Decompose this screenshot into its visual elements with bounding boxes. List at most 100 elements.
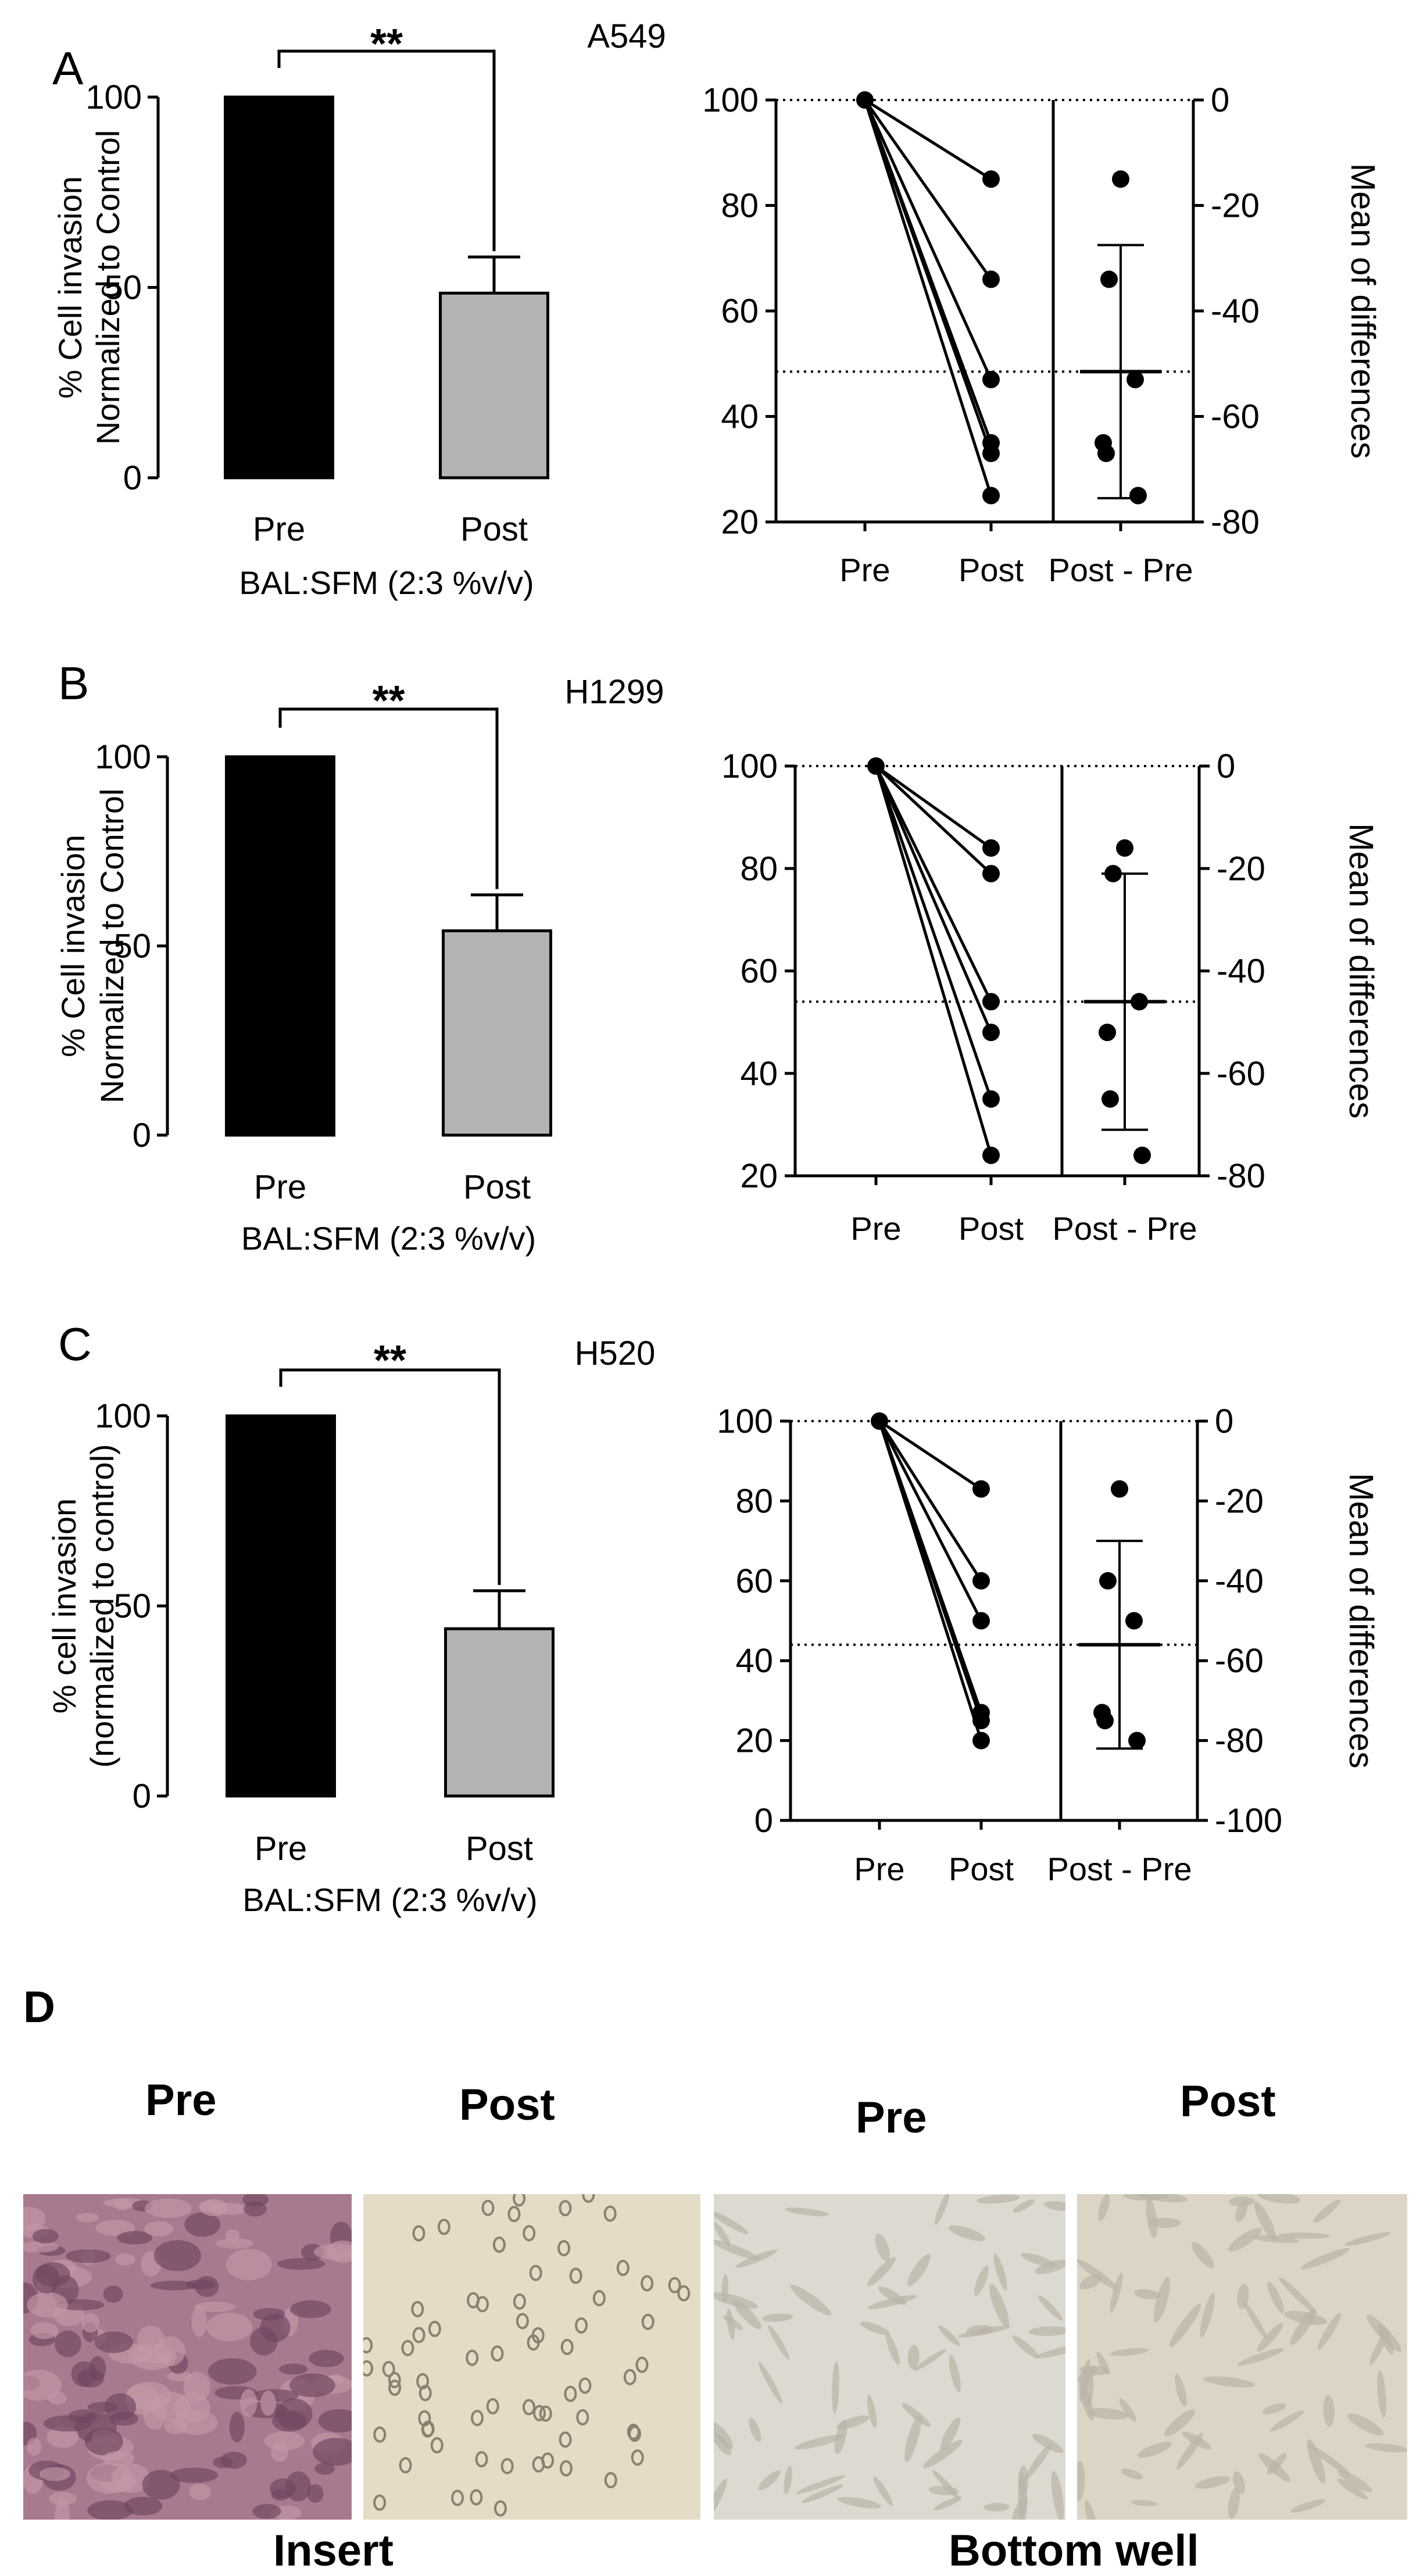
panel-b-bar-pre [225, 755, 335, 1137]
panel-a-paired-y2tick-label-2: -40 [1211, 292, 1260, 330]
panel-a-bar-post [439, 291, 549, 480]
panel-b-bar-post [442, 929, 552, 1137]
panel-b-bar-xtick-label-1: Post [463, 1168, 531, 1206]
panel-a-pair-line-4 [863, 99, 993, 454]
panel-b-bar-ytick-label-2: 100 [95, 738, 151, 776]
panel-c-post-point-2 [972, 1612, 990, 1630]
group-label-insert: Insert [273, 2526, 394, 2575]
panel-b-post-point-5 [982, 1146, 1000, 1164]
panel-a-paired-ytick-label-4: 100 [702, 81, 759, 119]
panel-c-bar-ylabel-1: (normalized to control) [84, 1444, 120, 1768]
panel-a-post-point-5 [982, 486, 1000, 505]
panel-b-paired-xtick-label-1: Post [959, 1210, 1024, 1247]
panel-c-diff-point-4 [1096, 1712, 1114, 1730]
panel-a-bar-ytick-label-2: 100 [85, 78, 142, 116]
panel-c-paired-ytick-label-0: 0 [754, 1802, 773, 1840]
panel-c-letter: C [58, 1318, 92, 1370]
panel-a-post-point-0 [982, 170, 1000, 188]
panel-b-diff-point-0 [1116, 839, 1133, 857]
panel-c-diff-point-2 [1125, 1612, 1143, 1630]
panel-a-diff-point-5 [1129, 486, 1147, 505]
panel-a-paired-y2tick-label-0: 0 [1211, 81, 1229, 119]
panel-c-paired-y2tick-label-4: -80 [1215, 1722, 1264, 1760]
panel-a-paired-ytick-label-3: 80 [721, 187, 759, 225]
panel-b-bar-xlabel: BAL:SFM (2:3 %v/v) [241, 1220, 536, 1257]
panel-c-paired-y2tick-label-0: 0 [1215, 1403, 1233, 1440]
panel-a-bar-ytick-label-0: 0 [123, 459, 142, 497]
panel-a-significance-stars: ** [370, 21, 403, 67]
panel-b-paired-ytick-label-4: 100 [721, 747, 778, 785]
panel-b-bar-xtick-label-0: Pre [254, 1168, 306, 1206]
photo-label-insert-pre: Pre [145, 2076, 217, 2125]
photo-label-bottom-pre: Pre [856, 2093, 927, 2142]
panel-c-post-point-1 [972, 1572, 990, 1590]
panel-c-paired-ytick-label-3: 60 [735, 1562, 773, 1600]
panel-a-pair-line-1 [863, 99, 993, 280]
panel-c-paired-y2tick-label-2: -40 [1215, 1562, 1264, 1600]
panel-b-paired-y2tick-label-2: -40 [1217, 953, 1265, 990]
panel-a-post-point-2 [982, 370, 1000, 388]
panel-b-post-point-4 [982, 1090, 1000, 1108]
panel-b-paired-xtick-label-2: Post - Pre [1053, 1210, 1197, 1247]
panel-c-bar-ytick-label-0: 0 [133, 1777, 151, 1815]
panel-b-post-point-2 [982, 993, 1000, 1011]
panel-b-significance-stars: ** [372, 678, 405, 724]
panel-a-paired-xtick-label-2: Post - Pre [1049, 552, 1193, 588]
panel-c-bar-pre [226, 1414, 336, 1798]
panel-c-diff-point-0 [1111, 1480, 1128, 1498]
panel-a-paired-ytick-label-0: 20 [721, 503, 759, 541]
panel-c-paired-xtick-label-1: Post [949, 1851, 1014, 1887]
panel-a-cell-line-title: A549 [587, 17, 666, 55]
panel-b-paired-xtick-label-0: Pre [850, 1210, 901, 1247]
panel-c-significance-stars: ** [374, 1337, 406, 1384]
micrograph-texture-0 [23, 2194, 352, 2520]
panel-a-diff-point-1 [1100, 270, 1118, 288]
panel-a-post-point-4 [982, 445, 1000, 463]
panel-c-bar-ytick-label-2: 100 [95, 1397, 151, 1435]
micrograph-texture-1 [363, 2194, 700, 2520]
panel-b-paired-y2tick-label-3: -60 [1217, 1055, 1265, 1093]
panel-c-bar-ytick-label-1: 50 [113, 1587, 151, 1625]
panel-c-paired-y2tick-label-5: -100 [1215, 1802, 1282, 1840]
panel-a-paired-ytick-label-2: 60 [721, 292, 759, 330]
panel-c-post-point-0 [972, 1480, 990, 1498]
panel-a-bar-ytick-label-1: 50 [104, 269, 142, 307]
panel-a-paired-y2tick-label-4: -80 [1211, 503, 1260, 541]
panel-c-pair-line-2 [878, 1420, 983, 1622]
panel-b-post-point-1 [982, 865, 1000, 883]
panel-b-pair-line-3 [874, 765, 993, 1033]
panel-c-bar-xlabel: BAL:SFM (2:3 %v/v) [242, 1881, 537, 1918]
panel-b-cell-line-title: H1299 [565, 673, 664, 711]
panel-c-paired-y2tick-label-1: -20 [1215, 1482, 1264, 1520]
panel-b-paired-ytick-label-3: 80 [740, 850, 778, 888]
panel-a-bar-ylabel-1: Normalized to Control [90, 130, 126, 445]
panel-c-paired-y2tick-label-3: -60 [1215, 1642, 1264, 1680]
panel-b-pair-line-1 [875, 765, 992, 875]
panel-c-pair-line-5 [878, 1421, 983, 1741]
panel-a-bar-xtick-label-1: Post [460, 510, 528, 548]
panel-b-diff-point-3 [1099, 1024, 1116, 1042]
panel-a-bar-xlabel: BAL:SFM (2:3 %v/v) [239, 564, 534, 601]
panel-b-paired-ytick-label-2: 60 [740, 953, 778, 990]
panel-c-diff-point-5 [1128, 1731, 1146, 1749]
panel-a-paired-ytick-label-1: 40 [721, 398, 759, 436]
panel-b-bar-ytick-label-0: 0 [133, 1117, 151, 1154]
panel-b-paired-y2tick-label-4: -80 [1217, 1157, 1265, 1195]
panel-a-bar-pre [224, 95, 334, 480]
panel-b-bar-ytick-label-1: 50 [113, 928, 151, 965]
panel-b-bar-ylabel-0: % Cell invasion [55, 835, 91, 1057]
panel-c-bar-xtick-label-1: Post [466, 1830, 533, 1867]
panel-a-paired-xtick-label-0: Pre [839, 552, 890, 588]
panel-c-pair-line-0 [878, 1419, 982, 1490]
panel-a-diff-point-4 [1097, 445, 1115, 463]
panel-b-pair-line-4 [874, 765, 993, 1100]
panel-a-diff-point-0 [1112, 170, 1129, 188]
panel-d-label: D [23, 1983, 55, 2032]
photo-label-bottom-post: Post [1180, 2077, 1276, 2126]
panel-a-post-point-1 [982, 270, 1000, 288]
panel-c-paired-ytick-label-5: 100 [717, 1403, 773, 1440]
panel-c-paired-ytick-label-1: 20 [735, 1722, 773, 1760]
panel-c-paired-ytick-label-2: 40 [735, 1642, 773, 1680]
panel-c-bar-post [444, 1627, 555, 1798]
panel-a-paired-y2tick-label-1: -20 [1211, 187, 1260, 225]
